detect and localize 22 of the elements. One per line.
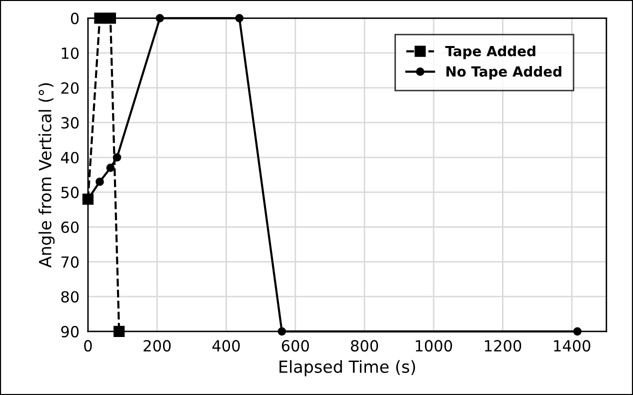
x-tick-label: 800 bbox=[350, 340, 378, 352]
y-axis-title: Angle from Vertical (°) bbox=[38, 83, 55, 268]
y-tick-label: 40 bbox=[60, 152, 79, 164]
x-tick-label: 1000 bbox=[416, 340, 452, 352]
y-tick-label: 70 bbox=[61, 256, 79, 268]
y-tick-label: 30 bbox=[61, 117, 79, 129]
legend-label: No Tape Added bbox=[446, 66, 562, 80]
x-tick-label: 1400 bbox=[554, 340, 590, 352]
y-tick-label: 60 bbox=[61, 221, 79, 234]
x-tick-label: 0 bbox=[84, 340, 92, 352]
x-tick-label: 400 bbox=[212, 340, 240, 352]
legend-label: Tape Added bbox=[445, 46, 536, 60]
x-axis-title: Elapsed Time (s) bbox=[280, 360, 416, 376]
x-tick-label: 200 bbox=[144, 340, 171, 352]
x-tick-label: 1200 bbox=[484, 340, 522, 352]
y-tick-label: 80 bbox=[61, 291, 79, 303]
x-tick-label: 600 bbox=[282, 340, 309, 352]
y-tick-label: 10 bbox=[62, 47, 79, 59]
y-tick-label: 20 bbox=[61, 82, 79, 94]
y-tick-label: 50 bbox=[61, 186, 79, 198]
y-tick-label: 90 bbox=[61, 326, 79, 338]
y-tick-label: 0 bbox=[70, 12, 79, 24]
